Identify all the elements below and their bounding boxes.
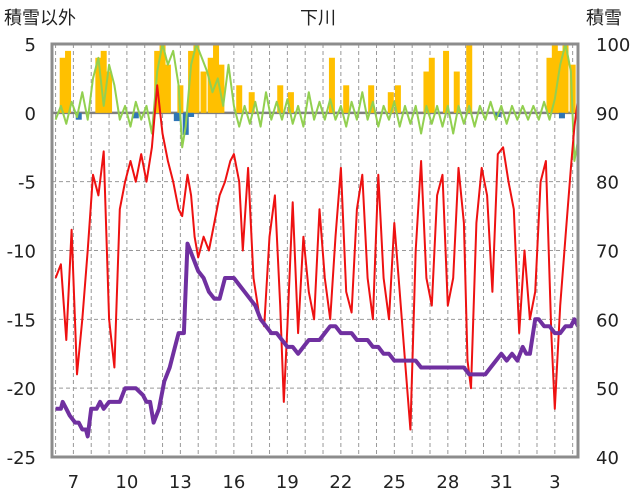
right-axis-title: 積雪	[586, 8, 622, 29]
x-tick-label: 22	[329, 472, 352, 493]
precip-bar	[218, 64, 225, 113]
precip-bar	[453, 71, 460, 113]
precip-bar	[277, 85, 284, 113]
temperature-line	[54, 84, 579, 431]
left-tick-label: 0	[25, 104, 36, 125]
precip-bar	[394, 85, 401, 113]
left-tick-label: -5	[18, 173, 36, 194]
left-tick-label: -15	[7, 310, 36, 331]
precip-bar	[106, 71, 113, 113]
right-tick-label: 60	[596, 310, 619, 331]
precip-bar	[213, 44, 220, 113]
precipitation-bars	[59, 44, 576, 135]
snow-depth-line	[55, 241, 580, 439]
precip-bar	[546, 57, 553, 113]
right-tick-label: 100	[596, 35, 630, 56]
precip-bar	[100, 50, 107, 113]
right-tick-label: 80	[596, 173, 619, 194]
wind-line	[54, 43, 579, 162]
precip-bar	[236, 85, 243, 113]
chart-grid	[52, 43, 578, 458]
right-tick-label: 50	[596, 379, 619, 400]
left-axis-title: 積雪以外	[4, 8, 76, 29]
precip-bar	[159, 44, 166, 113]
precip-bar	[188, 50, 195, 113]
precip-bar	[558, 112, 565, 119]
chart-title: 下川	[300, 8, 336, 29]
x-tick-label: 16	[222, 472, 245, 493]
precip-bar	[188, 112, 195, 117]
left-tick-label: -20	[7, 379, 36, 400]
precip-bar	[132, 112, 139, 119]
precip-bar	[466, 44, 473, 113]
x-tick-label: 28	[436, 472, 459, 493]
precip-bar	[173, 112, 180, 122]
right-tick-label: 70	[596, 242, 619, 263]
precip-bar	[193, 44, 200, 113]
right-tick-label: 40	[596, 448, 619, 469]
precip-bar	[569, 64, 576, 113]
precip-bar	[343, 85, 350, 113]
x-tick-label: 13	[169, 472, 192, 493]
precip-bar	[248, 92, 255, 113]
precip-bar	[328, 57, 335, 113]
precip-bar	[428, 57, 435, 113]
series-lines	[54, 43, 580, 439]
left-tick-label: -10	[7, 242, 36, 263]
right-tick-label: 90	[596, 104, 619, 125]
x-tick-label: 25	[383, 472, 406, 493]
precip-bar	[387, 92, 394, 113]
precip-bar	[562, 44, 569, 113]
precip-bar	[443, 50, 450, 113]
x-tick-label: 19	[276, 472, 299, 493]
precip-bar	[75, 112, 82, 120]
x-tick-label: 31	[490, 472, 513, 493]
left-tick-label: -25	[7, 448, 36, 469]
precip-bar	[95, 57, 102, 113]
precip-bar	[164, 64, 171, 113]
x-tick-label: 3	[549, 472, 560, 493]
precip-bar	[551, 44, 558, 113]
precip-bar	[59, 57, 66, 113]
precip-bar	[368, 85, 375, 113]
plot-frame	[50, 42, 580, 459]
precip-bar	[557, 50, 564, 113]
left-tick-label: 5	[25, 35, 36, 56]
x-tick-label: 7	[68, 472, 79, 493]
precip-bar	[287, 92, 294, 113]
x-tick-label: 10	[115, 472, 138, 493]
precip-bar	[423, 71, 430, 113]
precip-bar	[200, 71, 207, 113]
precip-bar	[65, 50, 72, 113]
